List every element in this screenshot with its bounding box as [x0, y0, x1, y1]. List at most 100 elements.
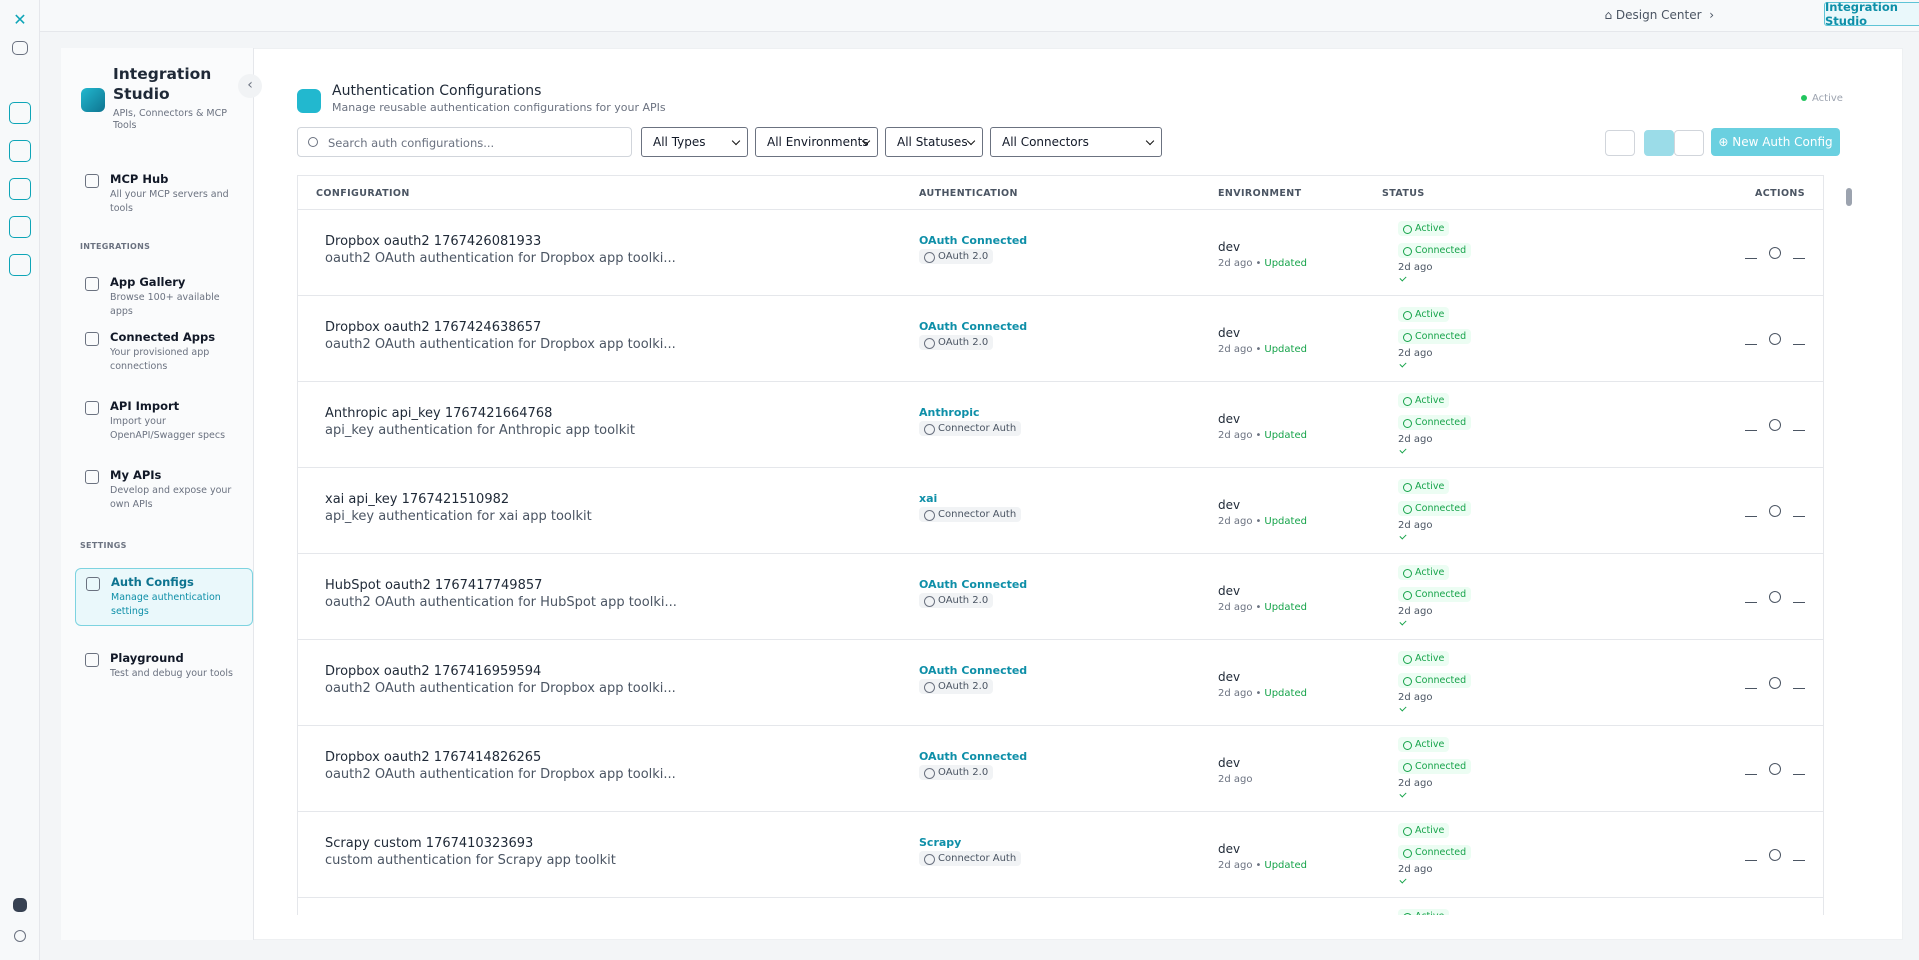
new-button-label[interactable]: New Auth Config: [1732, 135, 1833, 149]
nav-desc[interactable]: Manage authentication settings: [111, 592, 221, 617]
updated-info: 2d agoUpdated: [1218, 516, 1307, 527]
collapse-button[interactable]: ‹: [238, 74, 262, 98]
grid-view-button[interactable]: [1674, 130, 1704, 156]
nav-desc[interactable]: All your MCP servers and tools: [110, 189, 229, 214]
rail-icon[interactable]: [9, 216, 31, 238]
row-action[interactable]: [1793, 247, 1805, 259]
nav-title[interactable]: My APIs: [110, 468, 162, 482]
environment: dev: [1218, 498, 1241, 512]
auth-title: OAuth Connected: [919, 750, 1028, 763]
table-row[interactable]: Dropbox oauth2 1767416959594 oauth2 OAuth…: [298, 639, 1823, 725]
table-row[interactable]: xai api_key 1767421510982 api_key authent…: [298, 467, 1823, 553]
filter-select[interactable]: All Connectors: [990, 127, 1162, 157]
nav-title[interactable]: Auth Configs: [111, 575, 194, 589]
connection-pill: Connected: [1398, 587, 1472, 602]
row-action[interactable]: [1745, 591, 1757, 603]
brand-subtitle: APIs, Connectors & MCP Tools: [113, 108, 227, 131]
row-action[interactable]: [1769, 677, 1781, 689]
nav-item[interactable]: App Gallery Browse 100+ available apps: [75, 269, 253, 325]
status-pill: Active: [1398, 737, 1450, 752]
nav-desc[interactable]: Test and debug your tools: [110, 668, 233, 679]
rail-icon[interactable]: [9, 178, 31, 200]
row-action[interactable]: [1745, 677, 1757, 689]
connection-ago: 2d ago: [1398, 864, 1433, 875]
auth-title: OAuth Connected: [919, 320, 1028, 333]
nav-item[interactable]: My APIs Develop and expose your own APIs: [75, 462, 253, 518]
nav-title[interactable]: App Gallery: [110, 275, 186, 289]
search-input[interactable]: Search auth configurations...: [297, 127, 632, 157]
nav-desc[interactable]: Your provisioned app connections: [110, 347, 210, 372]
auth-title: xai: [919, 492, 938, 505]
config-desc: custom authentication for Scrapy app too…: [325, 853, 616, 868]
filter-select[interactable]: All Types: [641, 127, 748, 157]
row-action[interactable]: [1793, 591, 1805, 603]
check-icon: [1399, 532, 1407, 540]
header-title: Authentication Configurations: [332, 83, 542, 99]
row-action[interactable]: [1793, 763, 1805, 775]
row-action[interactable]: [1769, 849, 1781, 861]
connection-ago: 2d ago: [1398, 692, 1433, 703]
row-action[interactable]: [1793, 677, 1805, 689]
table-row[interactable]: Active: [298, 897, 1823, 915]
column-header: CONFIGURATION: [316, 188, 410, 199]
table-row[interactable]: HubSpot oauth2 1767417749857 oauth2 OAuth…: [298, 553, 1823, 639]
row-action[interactable]: [1793, 419, 1805, 431]
nav-desc[interactable]: Develop and expose your own APIs: [110, 485, 232, 510]
breadcrumb-current[interactable]: Integration Studio: [1824, 0, 1919, 28]
nav-title[interactable]: Playground: [110, 651, 184, 665]
table-row[interactable]: Scrapy custom 1767410323693 custom authen…: [298, 811, 1823, 897]
row-action[interactable]: [1745, 763, 1757, 775]
nav-title[interactable]: Connected Apps: [110, 330, 216, 344]
nav-desc[interactable]: Import your OpenAPI/Swagger specs: [110, 416, 226, 441]
nav-desc[interactable]: Browse 100+ available apps: [110, 292, 220, 317]
updated-ago: 2d ago: [1218, 602, 1253, 613]
row-action[interactable]: [1793, 333, 1805, 345]
toggle-sidebar[interactable]: [12, 41, 28, 55]
row-action[interactable]: [1769, 505, 1781, 517]
breadcrumb-text[interactable]: Design Center: [1615, 8, 1702, 22]
row-action[interactable]: [1745, 247, 1757, 259]
row-action[interactable]: [1769, 333, 1781, 345]
updated-info: 2d agoUpdated: [1218, 688, 1307, 699]
auth-title: Anthropic: [919, 406, 980, 419]
rail-icon[interactable]: [9, 140, 31, 162]
row-action[interactable]: [1745, 505, 1757, 517]
row-action[interactable]: [1793, 849, 1805, 861]
row-action[interactable]: [1793, 505, 1805, 517]
user[interactable]: [14, 930, 26, 942]
refresh-button[interactable]: [1605, 130, 1635, 156]
row-action[interactable]: [1769, 419, 1781, 431]
new-button[interactable]: ⊕ New Auth Config: [1711, 128, 1840, 156]
nav-title[interactable]: MCP Hub: [110, 172, 169, 186]
filter-select[interactable]: All Statuses: [885, 127, 983, 157]
auth-title: OAuth Connected: [919, 664, 1028, 677]
row-action[interactable]: [1769, 763, 1781, 775]
table-row[interactable]: Anthropic api_key 1767421664768 api_key a…: [298, 381, 1823, 467]
rail-icon[interactable]: [9, 254, 31, 276]
table-row[interactable]: Dropbox oauth2 1767426081933 oauth2 OAuth…: [298, 209, 1823, 295]
row-action[interactable]: [1769, 591, 1781, 603]
table: CONFIGURATION AUTHENTICATION ENVIRONMENT ST…: [297, 175, 1824, 915]
breadcrumb[interactable]: ⌂ Design Center ›: [1604, 8, 1714, 22]
row-action[interactable]: [1745, 849, 1757, 861]
nav-item[interactable]: Auth Configs Manage authentication settin…: [75, 568, 253, 626]
rail-icon[interactable]: [9, 102, 31, 124]
row-action[interactable]: [1745, 333, 1757, 345]
row-action[interactable]: [1745, 419, 1757, 431]
nav-title[interactable]: API Import: [110, 399, 180, 413]
nav-item[interactable]: API Import Import your OpenAPI/Swagger sp…: [75, 393, 253, 449]
row-action[interactable]: [1769, 247, 1781, 259]
list-view-button[interactable]: [1644, 130, 1674, 156]
environment: dev: [1218, 326, 1241, 340]
nav-item[interactable]: MCP Hub All your MCP servers and tools: [75, 166, 253, 222]
nav-item[interactable]: Playground Test and debug your tools: [75, 645, 253, 687]
updated-label: Updated: [1252, 602, 1306, 613]
table-row[interactable]: Dropbox oauth2 1767424638657 oauth2 OAuth…: [298, 295, 1823, 381]
filter-select[interactable]: All Environments: [755, 127, 878, 157]
logo[interactable]: ✕: [13, 9, 27, 29]
nav-item[interactable]: Connected Apps Your provisioned app conne…: [75, 324, 253, 380]
rail-icon[interactable]: [13, 898, 27, 912]
table-row[interactable]: Dropbox oauth2 1767414826265 oauth2 OAuth…: [298, 725, 1823, 811]
auth-title: OAuth Connected: [919, 234, 1028, 247]
auth-badge: OAuth 2.0: [919, 593, 994, 608]
